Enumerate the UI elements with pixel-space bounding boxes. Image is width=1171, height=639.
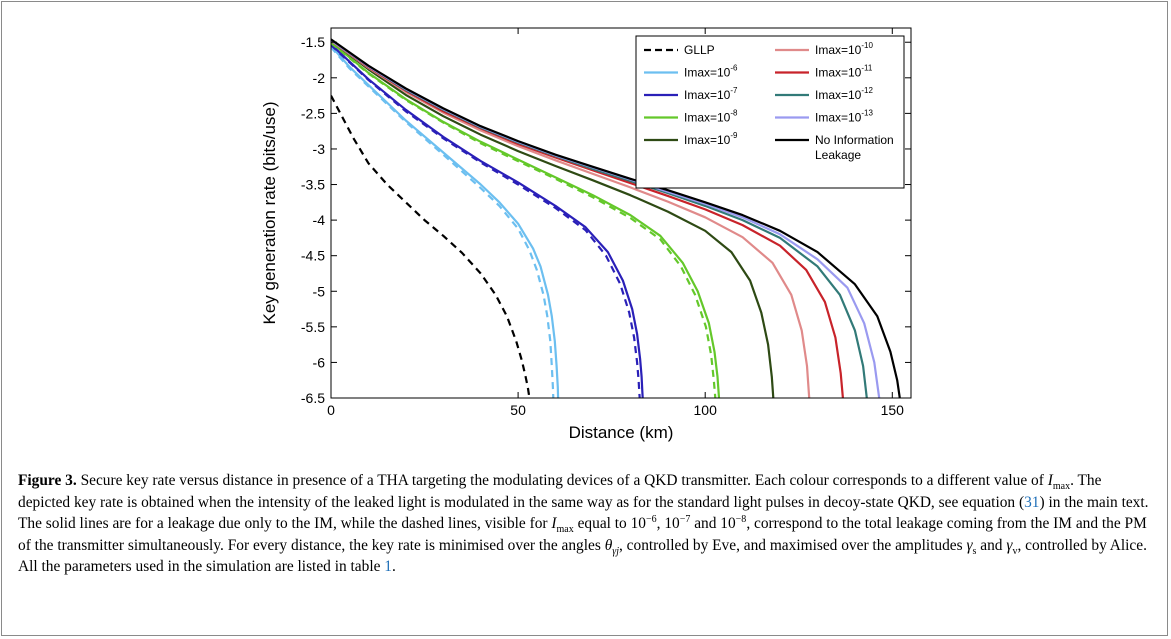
y-tick-label: -2.5: [301, 105, 325, 121]
legend-label-line2: Leakage: [815, 148, 861, 162]
legend-label: Imax=10-6: [684, 64, 738, 80]
axes: 0 50 100 150 -1.5 -2 -2.5 -3 -3.5 -4 -4.5 -5 -5.5 -6 -…: [260, 27, 912, 442]
legend-label: No Information: [815, 133, 894, 147]
series-line-imax-10-6-im-pm: [331, 46, 555, 398]
y-tick-label: -1.5: [301, 34, 325, 50]
legend-entry-imax-10-6: Imax=10-6: [644, 64, 738, 80]
series-line-imax-10-7: [331, 43, 644, 398]
legend-label: Imax=10-11: [815, 64, 873, 80]
x-axis-title: Distance (km): [569, 423, 674, 442]
legend-label: Imax=10-7: [684, 86, 738, 102]
series-line-imax-10-11: [331, 39, 844, 398]
x-tick-label: 50: [510, 402, 526, 418]
y-tick-label: -5.5: [301, 319, 325, 335]
legend-label-base: Imax=10: [815, 111, 862, 125]
legend-label-base: Imax=10: [684, 88, 731, 102]
legend-label-exponent: -11: [861, 64, 873, 73]
table-link[interactable]: 1: [384, 558, 392, 575]
legend-label-exponent: -7: [730, 86, 738, 95]
legend-label-exponent: -9: [730, 131, 738, 140]
legend-label-exponent: -12: [861, 86, 873, 95]
legend-label: Imax=10-13: [815, 109, 873, 125]
legend-label-exponent: -13: [861, 109, 873, 118]
legend-entry-imax-10-10: Imax=10-10: [775, 41, 873, 57]
y-tick-label: -6.5: [301, 390, 325, 406]
legend: GLLPImax=10-6Imax=10-7Imax=10-8Imax=10-9…: [635, 35, 905, 189]
series-line-imax-10-8: [331, 41, 721, 398]
legend-label: GLLP: [684, 43, 715, 57]
y-axis-title: Key generation rate (bits/use): [260, 101, 279, 324]
y-tick-label: -3: [313, 141, 326, 157]
series-line-imax-10-6: [331, 45, 560, 398]
legend-label-base: Imax=10: [815, 66, 862, 80]
legend-entry-gllp: GLLP: [644, 43, 715, 57]
legend-entry-imax-10-9: Imax=10-9: [644, 131, 738, 147]
legend-label: Imax=10-12: [815, 86, 873, 102]
figure-caption: Figure 3. Secure key rate versus distanc…: [18, 472, 1149, 575]
axes-box: [330, 27, 912, 399]
legend-entry-imax-10-11: Imax=10-11: [775, 64, 873, 80]
y-tick-label: -4.5: [301, 248, 325, 264]
series-line-imax-10-8-im-pm: [331, 42, 717, 398]
legend-entry-imax-10-13: Imax=10-13: [775, 109, 873, 125]
legend-label-base: Imax=10: [684, 111, 731, 125]
y-tick-label: -4: [313, 212, 326, 228]
legend-entry-imax-10-7: Imax=10-7: [644, 86, 738, 102]
x-tick-label: 0: [327, 402, 335, 418]
legend-label-base: Imax=10: [815, 88, 862, 102]
legend-label-base: Imax=10: [684, 133, 731, 147]
legend-label-exponent: -10: [861, 41, 873, 50]
legend-entry-imax-10-12: Imax=10-12: [775, 86, 873, 102]
equation-link[interactable]: 31: [1024, 493, 1040, 511]
figure-label: Figure 3.: [18, 472, 77, 489]
series-line-no-information-leakage: [331, 38, 901, 398]
y-tick-label: -5: [313, 283, 326, 299]
y-tick-label: -2: [313, 70, 326, 86]
series-line-imax-10-7-im-pm: [331, 44, 641, 398]
y-tick-label: -6: [313, 354, 326, 370]
legend-label-exponent: -8: [730, 109, 738, 118]
series-line-imax-10-10: [331, 39, 811, 398]
key-rate-chart: 0 50 100 150 -1.5 -2 -2.5 -3 -3.5 -4 -4.5 -5 -5.5 -6 -…: [260, 27, 912, 442]
legend-label-base: Imax=10: [815, 43, 862, 57]
y-tick-label: -3.5: [301, 177, 325, 193]
series-line-imax-10-9: [331, 39, 775, 398]
legend-label-base: No Information: [815, 133, 894, 147]
legend-box: [635, 35, 905, 189]
series-line-gllp: [331, 95, 531, 398]
x-tick-label: 100: [694, 402, 718, 418]
x-tick-label: 150: [881, 402, 905, 418]
legend-label: Imax=10-10: [815, 41, 873, 57]
legend-label-exponent: -6: [730, 64, 738, 73]
legend-label-base: GLLP: [684, 43, 715, 57]
legend-entry-imax-10-8: Imax=10-8: [644, 109, 738, 125]
legend-label-base: Imax=10: [684, 66, 731, 80]
legend-label: Imax=10-9: [684, 131, 738, 147]
legend-label: Imax=10-8: [684, 109, 738, 125]
